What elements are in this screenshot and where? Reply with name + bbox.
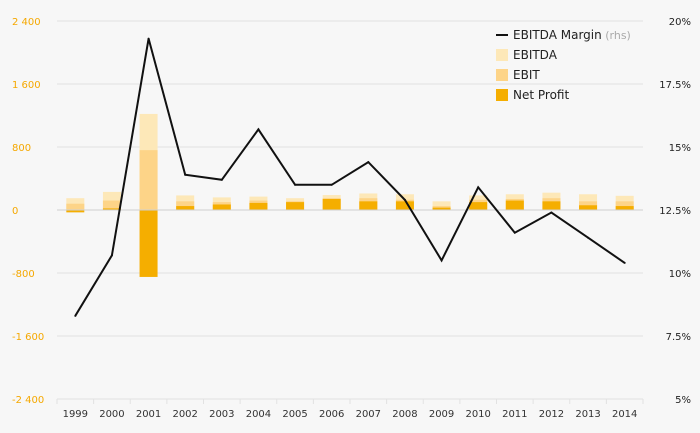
right-y-tick-label: 17.5% (659, 80, 691, 91)
x-tick-label: 2002 (172, 409, 197, 420)
bar-ebit (139, 150, 158, 210)
x-tick-label: 2010 (465, 409, 490, 420)
margin-point (440, 259, 443, 262)
margin-point (587, 236, 590, 239)
x-tick-label: 2014 (612, 409, 637, 420)
margin-point (147, 37, 150, 40)
left-y-tick-label: -800 (12, 269, 35, 280)
legend-label: Net Profit (513, 88, 569, 102)
x-tick-label: 2013 (575, 409, 600, 420)
legend-swatch-box (496, 69, 508, 81)
bar-net-profit (139, 210, 158, 277)
bar-ebitda (432, 201, 451, 210)
right-y-tick-label: 15% (669, 143, 691, 154)
x-tick-label: 2008 (392, 409, 417, 420)
bar-net-profit (432, 207, 451, 210)
right-y-tick-label: 12.5% (659, 206, 691, 217)
margin-point (550, 211, 553, 214)
bar-net-profit (249, 202, 268, 210)
margin-point (513, 231, 516, 234)
x-tick-label: 2004 (246, 409, 271, 420)
margin-point (330, 183, 333, 186)
left-y-tick-label: 1 600 (12, 80, 41, 91)
x-tick-label: 2001 (136, 409, 161, 420)
bar-net-profit (469, 202, 488, 210)
x-tick-label: 2006 (319, 409, 344, 420)
margin-point (184, 173, 187, 176)
bar-net-profit (505, 200, 524, 210)
right-y-axis: 20% 17.5% 15% 12.5% 10% 7.5% 5% (659, 17, 691, 406)
legend-swatch-box (496, 89, 508, 101)
x-tick-label: 2003 (209, 409, 234, 420)
margin-point (257, 128, 260, 131)
margin-line-series (74, 37, 626, 317)
margin-point (623, 261, 626, 264)
legend-label: EBIT (513, 68, 540, 82)
bar-net-profit (615, 206, 634, 210)
margin-point (367, 161, 370, 164)
bar-net-profit (102, 208, 121, 210)
left-y-tick-label: -2 400 (12, 395, 44, 406)
margin-point (220, 178, 223, 181)
bar-net-profit (542, 201, 561, 210)
margin-point (477, 186, 480, 189)
bar-ebit (176, 201, 195, 210)
legend: EBITDA Margin (rhs) EBITDA EBIT Net Profit (496, 28, 631, 102)
margin-point (110, 254, 113, 257)
x-tick-label: 2011 (502, 409, 527, 420)
margin-point (74, 314, 77, 317)
bar-net-profit (359, 201, 378, 210)
bar-net-profit (322, 198, 341, 210)
x-tick-label: 2012 (539, 409, 564, 420)
legend-label-suffix: (rhs) (602, 29, 631, 42)
bar-net-profit (66, 210, 85, 213)
legend-label: EBITDA Margin (rhs) (513, 28, 631, 42)
bar-net-profit (286, 202, 305, 210)
bar-net-profit (176, 206, 195, 210)
bar-ebit (66, 203, 85, 210)
left-y-axis: 2 400 1 600 800 0 -800 -1 600 -2 400 (12, 17, 44, 406)
right-y-tick-label: 10% (669, 269, 691, 280)
left-y-tick-label: 800 (12, 143, 31, 154)
right-y-tick-label: 5% (675, 395, 691, 406)
bar-net-profit (579, 205, 598, 210)
bar-series (66, 113, 634, 277)
x-tick-label: 2007 (356, 409, 381, 420)
x-tick-label: 2009 (429, 409, 454, 420)
legend-swatch-box (496, 49, 508, 61)
right-y-tick-label: 7.5% (666, 332, 691, 343)
right-y-tick-label: 20% (669, 17, 691, 28)
left-y-tick-label: 0 (12, 206, 18, 217)
legend-label: EBITDA (513, 48, 558, 62)
x-axis: 1999 2000 2001 2002 2003 2004 2005 2006 2007 2008… (63, 409, 638, 420)
x-tick-label: 2000 (99, 409, 124, 420)
margin-point (403, 198, 406, 201)
bar-net-profit (395, 201, 414, 210)
bar-net-profit (212, 204, 231, 210)
x-tick-label: 1999 (63, 409, 88, 420)
left-y-tick-label: -1 600 (12, 332, 44, 343)
bar-ebit (102, 200, 121, 210)
left-y-tick-label: 2 400 (12, 17, 41, 28)
margin-point (294, 183, 297, 186)
bar-ebit (615, 201, 634, 210)
x-tick-label: 2005 (282, 409, 307, 420)
ebitda-margin-line (74, 38, 626, 317)
